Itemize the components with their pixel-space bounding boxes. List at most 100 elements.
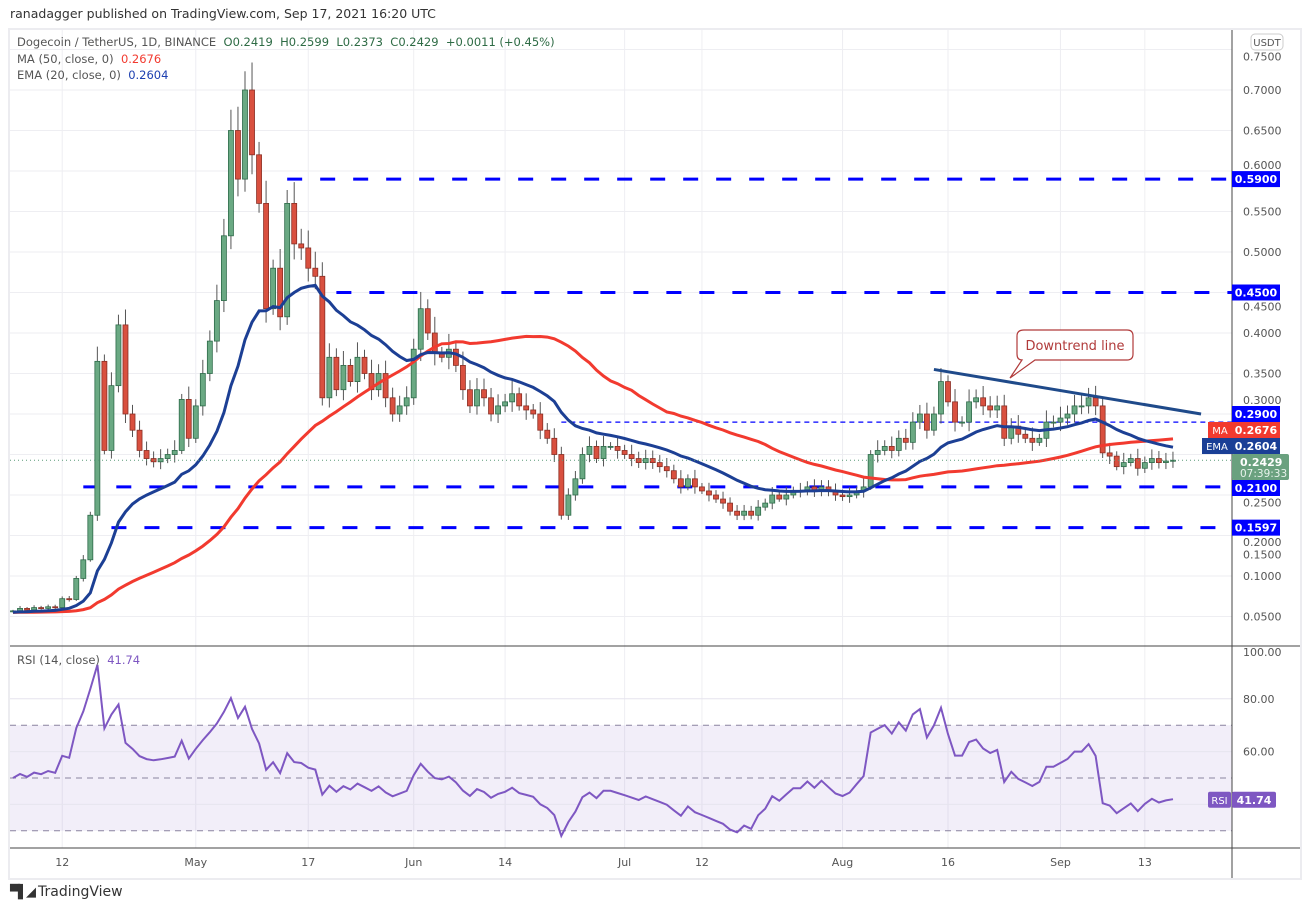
candle bbox=[403, 397, 410, 407]
candle bbox=[495, 405, 501, 415]
last-price-text: 0.2429 bbox=[1240, 456, 1282, 469]
rsi-tag-text: RSI bbox=[1211, 796, 1227, 807]
candle bbox=[734, 510, 740, 516]
candle bbox=[354, 356, 361, 382]
rsi-legend-value: 41.74 bbox=[107, 653, 141, 667]
x-tick-label: 13 bbox=[1138, 856, 1152, 869]
ohlc-change: +0.0011 (+0.45%) bbox=[445, 35, 555, 49]
candle bbox=[136, 429, 143, 451]
ema-tag-text: EMA bbox=[1206, 442, 1228, 453]
y-tick-label: 0.5500 bbox=[1243, 206, 1282, 219]
y-tick-label: 0.7000 bbox=[1243, 84, 1282, 97]
currency-badge bbox=[1250, 33, 1284, 51]
candle bbox=[713, 494, 719, 500]
candle bbox=[762, 502, 769, 508]
candle bbox=[242, 89, 248, 180]
candle bbox=[881, 445, 888, 451]
candle bbox=[1085, 397, 1092, 407]
candle bbox=[101, 360, 108, 451]
candle bbox=[171, 450, 178, 455]
candle bbox=[1022, 433, 1029, 439]
candle bbox=[1113, 455, 1120, 468]
candle bbox=[628, 454, 635, 459]
tradingview-logo[interactable]: ▀▌◢ TradingView bbox=[10, 884, 123, 900]
level-label-text: 0.5900 bbox=[1235, 173, 1278, 186]
candle bbox=[178, 399, 185, 451]
candle bbox=[122, 324, 129, 415]
candle bbox=[558, 454, 565, 516]
currency-badge-text: USDT bbox=[1253, 38, 1281, 49]
x-tick-label: 17 bbox=[301, 856, 315, 869]
y-tick-label: 0.6000 bbox=[1243, 159, 1282, 172]
y-tick-label: 0.6500 bbox=[1243, 125, 1282, 138]
candle bbox=[452, 348, 459, 366]
level-label-text: 0.4500 bbox=[1235, 287, 1278, 300]
symbol-name: Dogecoin / TetherUS, 1D, BINANCE bbox=[17, 35, 217, 49]
candle bbox=[888, 445, 895, 451]
x-tick-label: 12 bbox=[55, 856, 69, 869]
candle bbox=[706, 490, 712, 496]
candle bbox=[291, 202, 298, 245]
candle bbox=[298, 243, 305, 249]
candle bbox=[164, 454, 171, 459]
price-pane bbox=[10, 62, 1232, 614]
x-tick-label: Aug bbox=[832, 856, 853, 869]
candle bbox=[1092, 397, 1099, 407]
candle bbox=[909, 421, 916, 443]
candle bbox=[424, 308, 431, 334]
candle bbox=[1106, 452, 1113, 457]
level-label-text: 0.1597 bbox=[1235, 522, 1277, 535]
y-tick-label: 0.4500 bbox=[1243, 301, 1282, 314]
ema-legend-label: EMA (20, close, 0) bbox=[17, 68, 121, 82]
ma-price-label-text: 0.2676 bbox=[1235, 424, 1278, 437]
rsi-legend-label: RSI (14, close) bbox=[17, 653, 100, 667]
x-tick-label: Sep bbox=[1050, 856, 1071, 869]
ma-price-label bbox=[1232, 422, 1280, 438]
candle bbox=[199, 373, 206, 407]
downtrend-line bbox=[933, 367, 1202, 416]
candle bbox=[748, 510, 755, 516]
y-tick-label: 0.3500 bbox=[1243, 368, 1282, 381]
candle bbox=[1120, 462, 1127, 468]
candle bbox=[143, 450, 150, 459]
candle bbox=[924, 413, 930, 431]
candle bbox=[755, 506, 762, 516]
candle bbox=[600, 445, 607, 459]
candle bbox=[382, 373, 389, 399]
candle bbox=[959, 421, 965, 424]
rsi-legend[interactable]: RSI (14, close) 41.74 bbox=[17, 653, 140, 667]
rsi-tag bbox=[1208, 791, 1231, 808]
candle bbox=[192, 405, 199, 439]
candle bbox=[185, 399, 192, 439]
candle bbox=[24, 608, 30, 611]
candle bbox=[952, 401, 958, 423]
candle bbox=[389, 397, 396, 415]
y-tick-label: 0.1500 bbox=[1243, 549, 1282, 562]
candle bbox=[361, 356, 368, 374]
candle bbox=[305, 247, 312, 269]
rsi-tick-label: 60.00 bbox=[1243, 746, 1275, 759]
tradingview-logo-icon: ▀▌◢ bbox=[10, 884, 36, 900]
chart-frame bbox=[8, 28, 1302, 880]
candle bbox=[586, 445, 593, 455]
y-tick-label: 0.2500 bbox=[1243, 497, 1282, 510]
candle bbox=[45, 606, 52, 609]
candle bbox=[846, 494, 853, 498]
candle bbox=[213, 300, 220, 342]
ema-legend[interactable]: EMA (20, close, 0) 0.2604 bbox=[17, 68, 168, 82]
candle bbox=[417, 308, 424, 350]
level-label-text: 0.2900 bbox=[1235, 408, 1278, 421]
candle bbox=[115, 324, 122, 387]
candle bbox=[80, 559, 87, 579]
ma-tag bbox=[1208, 422, 1232, 438]
candle bbox=[839, 494, 846, 498]
candle bbox=[1163, 460, 1169, 464]
candle bbox=[431, 332, 438, 354]
candle bbox=[776, 494, 783, 500]
candle bbox=[488, 397, 494, 415]
ma-legend[interactable]: MA (50, close, 0) 0.2676 bbox=[17, 52, 161, 66]
candle bbox=[220, 235, 227, 302]
candle bbox=[87, 514, 94, 561]
rsi-tick-label: 100.00 bbox=[1243, 646, 1282, 659]
